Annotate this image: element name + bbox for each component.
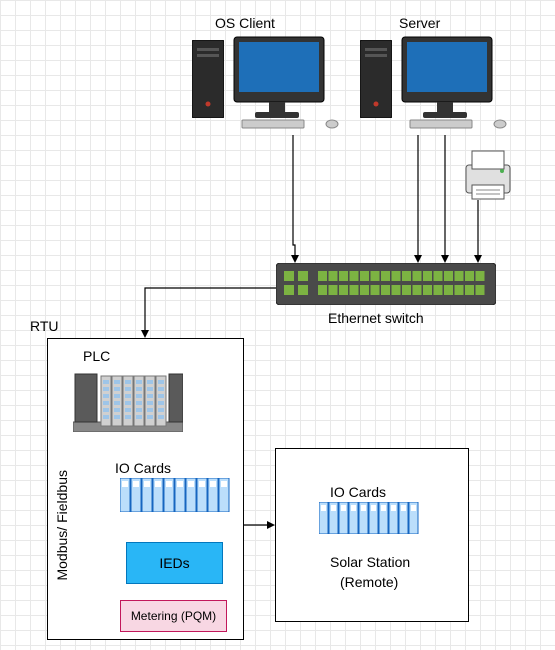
server-label: Server xyxy=(399,15,440,31)
ieds-label: IEDs xyxy=(159,555,189,571)
solar-io-cards-icon xyxy=(319,502,419,539)
ieds-box: IEDs xyxy=(126,542,223,584)
rtu-label: RTU xyxy=(30,318,59,334)
modbus-label: Modbus/ Fieldbus xyxy=(54,470,70,581)
ethernet-switch-label: Ethernet switch xyxy=(328,310,424,326)
solar-station-label-1: Solar Station xyxy=(330,554,410,570)
server-monitor xyxy=(400,35,510,140)
os-client-label: OS Client xyxy=(215,15,275,31)
solar-io-cards-label: IO Cards xyxy=(330,484,386,500)
printer-icon xyxy=(458,145,518,210)
ethernet-switch xyxy=(276,263,496,310)
metering-label: Metering (PQM) xyxy=(131,609,216,623)
plc-label: PLC xyxy=(83,348,110,364)
plc-icon xyxy=(73,370,183,437)
io-cards-icon xyxy=(120,478,230,517)
metering-box: Metering (PQM) xyxy=(120,600,227,632)
os-client-monitor xyxy=(232,35,342,140)
io-cards-label: IO Cards xyxy=(115,460,171,476)
os-client-tower xyxy=(192,40,224,123)
solar-station-label-2: (Remote) xyxy=(340,574,398,590)
server-tower xyxy=(360,40,392,123)
